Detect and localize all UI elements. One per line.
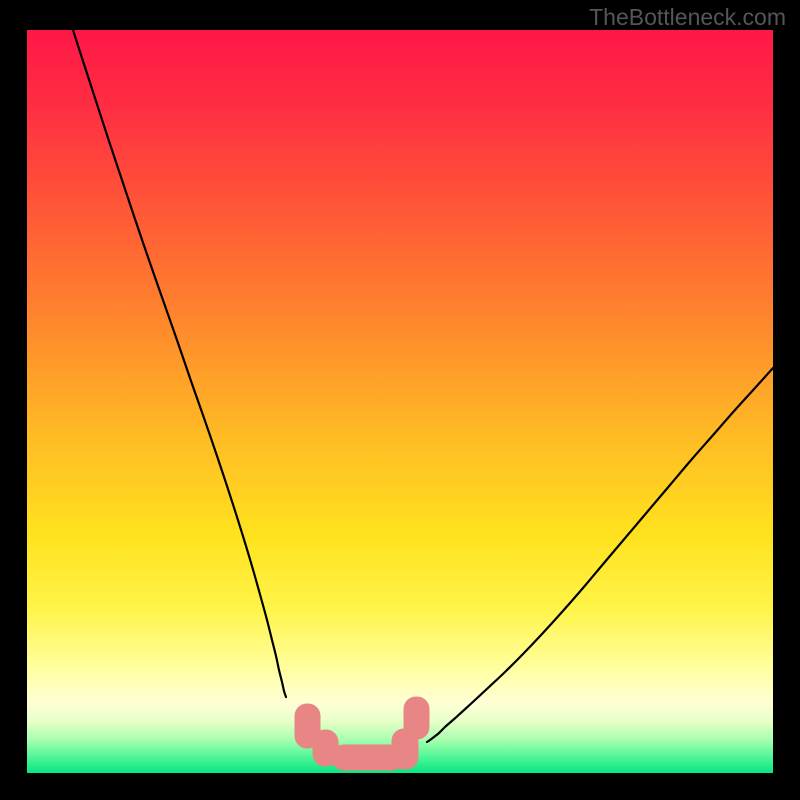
marker-capsule [404, 697, 429, 739]
marker-band [295, 697, 429, 770]
curves-layer [27, 30, 773, 773]
left-curve [73, 30, 286, 697]
chart-container: TheBottleneck.com [0, 0, 800, 800]
right-curve [427, 368, 773, 742]
watermark-text: TheBottleneck.com [589, 4, 786, 31]
plot-area [27, 30, 773, 773]
